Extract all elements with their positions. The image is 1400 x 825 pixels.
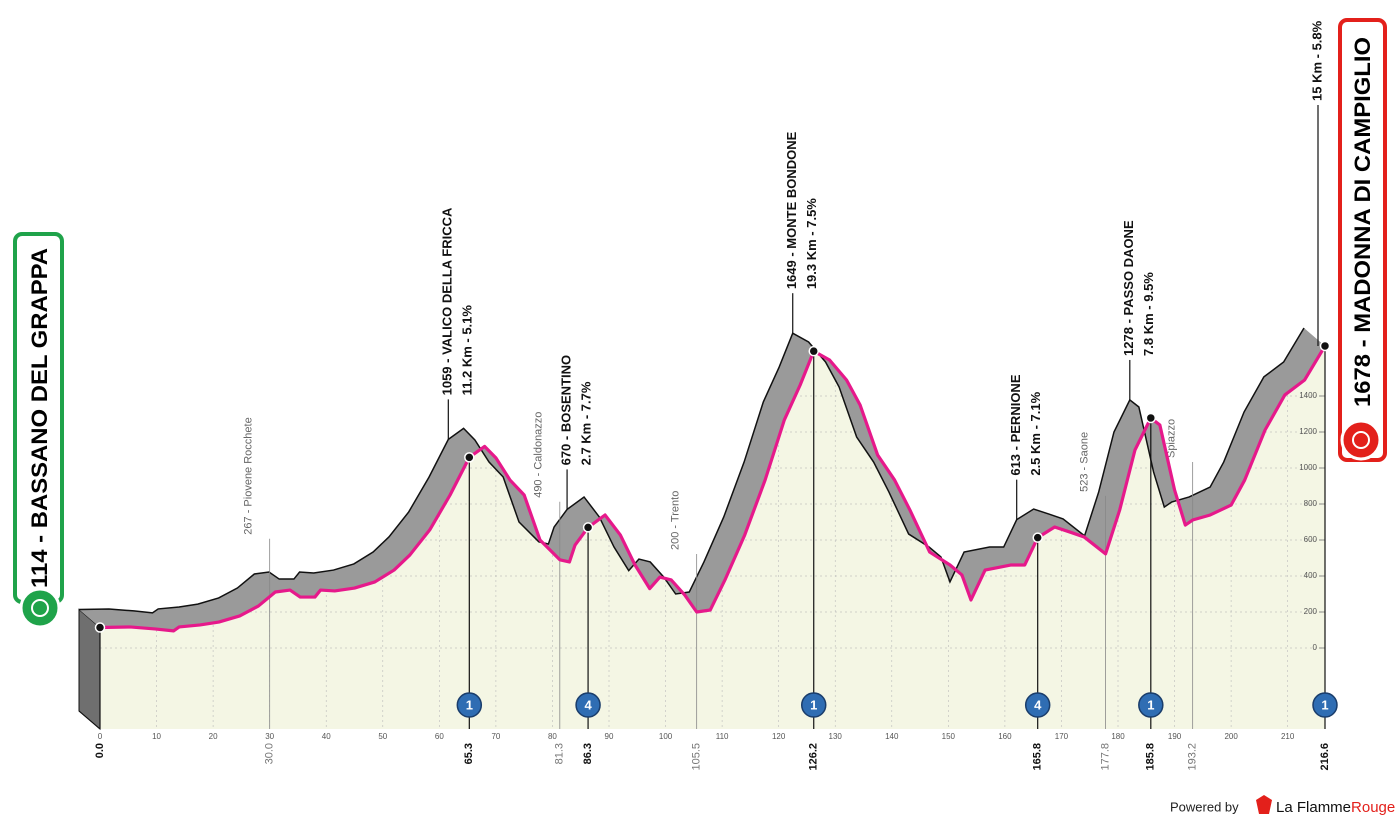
climb-icon bbox=[1138, 692, 1164, 718]
brand: La FlammeRouge bbox=[1276, 799, 1395, 816]
x-tick-label: 110 bbox=[716, 732, 729, 741]
y-tick-label: 600 bbox=[1304, 535, 1318, 544]
x-tick-label: 40 bbox=[322, 732, 331, 741]
climb-category: 1 bbox=[1147, 697, 1154, 712]
summit-dot bbox=[808, 345, 819, 357]
x-tick-label: 60 bbox=[435, 732, 444, 741]
brand-icon bbox=[1256, 795, 1272, 814]
x-tick-label: 180 bbox=[1111, 732, 1125, 741]
finish-label: 1678 - MADONNA DI CAMPIGLIO bbox=[1350, 37, 1375, 407]
summit-dot bbox=[582, 522, 594, 533]
climb-category: 1 bbox=[1321, 697, 1328, 712]
x-tick-label: 0 bbox=[98, 732, 103, 741]
profile-line bbox=[99, 345, 1327, 633]
y-tick-label: 1200 bbox=[1299, 427, 1317, 436]
climb-icon bbox=[575, 692, 601, 718]
x-tick-label: 90 bbox=[605, 732, 614, 741]
climb-icon bbox=[1312, 692, 1338, 718]
climb-category: 1 bbox=[466, 697, 473, 712]
waypoint-label: 1278 - PASSO DAONE bbox=[1121, 220, 1136, 356]
y-tick-label: 0 bbox=[1313, 643, 1318, 652]
km-label: 216.6 bbox=[1319, 743, 1331, 771]
waypoint-label: 613 - PERNIONE bbox=[1008, 374, 1023, 475]
waypoint-label: 670 - BOSENTINO bbox=[559, 355, 574, 466]
climb-category: 4 bbox=[584, 697, 592, 712]
profile-fill bbox=[100, 345, 1325, 729]
powered-by: Powered by bbox=[1170, 799, 1239, 814]
x-tick-label: 150 bbox=[942, 732, 956, 741]
x-tick-label: 190 bbox=[1168, 732, 1182, 741]
x-tick-label: 160 bbox=[998, 732, 1012, 741]
km-label: 65.3 bbox=[463, 743, 475, 764]
finish-icon bbox=[1340, 419, 1382, 461]
waypoint-label: 2.5 Km - 7.1% bbox=[1028, 391, 1043, 475]
waypoint-label: 11.2 Km - 5.1% bbox=[460, 305, 475, 396]
km-label: 105.5 bbox=[691, 743, 703, 771]
waypoint-label: 200 - Trento bbox=[670, 491, 682, 550]
profile-band bbox=[79, 327, 1325, 631]
x-tick-label: 140 bbox=[885, 732, 899, 741]
summit-dot bbox=[1032, 532, 1043, 543]
waypoint-label: 2.7 Km - 7.7% bbox=[579, 381, 594, 465]
km-label: 81.3 bbox=[554, 743, 566, 764]
summit-dot bbox=[1145, 412, 1157, 424]
climb-icon bbox=[1024, 692, 1051, 718]
start-icon-glyph bbox=[31, 599, 49, 617]
start-icon bbox=[19, 587, 61, 629]
waypoint-label: 19.3 Km - 7.5% bbox=[804, 198, 819, 289]
climb-icon bbox=[800, 692, 827, 718]
plot: 0 10 20 30 40 50 60 70 80 90 100 110 120 130 140 150 160… bbox=[78, 20, 1338, 771]
km-label: 0.0 bbox=[94, 743, 106, 758]
x-tick-label: 70 bbox=[491, 732, 500, 741]
x-tick-label: 120 bbox=[772, 732, 786, 741]
x-tick-label: 130 bbox=[829, 732, 843, 741]
y-tick-label: 400 bbox=[1304, 571, 1318, 580]
km-label: 30.0 bbox=[264, 743, 276, 764]
waypoint-label: 490 - Caldonazzo bbox=[533, 412, 545, 498]
x-tick-label: 210 bbox=[1281, 732, 1295, 741]
base-line bbox=[78, 710, 101, 730]
km-label: 126.2 bbox=[808, 743, 820, 771]
summit-dot bbox=[464, 452, 475, 463]
waypoint-label: 267 - Piovene Rocchete bbox=[243, 417, 255, 534]
finish-icon-glyph bbox=[1352, 431, 1370, 449]
y-tick-label: 200 bbox=[1304, 607, 1318, 616]
summit-dot bbox=[1319, 340, 1331, 352]
y-tick-label: 800 bbox=[1304, 499, 1318, 508]
x-tick-label: 20 bbox=[209, 732, 218, 741]
x-tick-label: 100 bbox=[659, 732, 673, 741]
summit-dot bbox=[94, 622, 106, 633]
y-tick-label: 1000 bbox=[1299, 463, 1317, 472]
waypoint-label: 7.8 Km - 9.5% bbox=[1141, 272, 1156, 356]
km-label: 193.2 bbox=[1187, 743, 1199, 771]
waypoint-label: 1059 - VALICO DELLA FRICCA bbox=[440, 207, 455, 395]
waypoint-label: 1649 - MONTE BONDONE bbox=[784, 131, 799, 289]
km-label: 165.8 bbox=[1032, 743, 1044, 771]
km-label: 185.8 bbox=[1145, 743, 1157, 771]
climb-category: 4 bbox=[1034, 697, 1042, 712]
brand-b: Rouge bbox=[1351, 799, 1395, 816]
x-tick-label: 50 bbox=[378, 732, 387, 741]
brand-a: La Flamme bbox=[1276, 799, 1351, 816]
km-label: 86.3 bbox=[582, 743, 594, 764]
x-tick-label: 200 bbox=[1224, 732, 1238, 741]
x-tick-label: 80 bbox=[548, 732, 557, 741]
x-tick-label: 10 bbox=[152, 732, 161, 741]
y-tick-label: 1400 bbox=[1299, 391, 1317, 400]
finish-climb: 15 Km - 5.8% bbox=[1309, 20, 1324, 101]
x-tick-label: 30 bbox=[265, 732, 274, 741]
climb-icon bbox=[456, 692, 483, 718]
climb-category: 1 bbox=[810, 697, 817, 712]
x-tick-label: 170 bbox=[1055, 732, 1069, 741]
start-label: 114 - BASSANO DEL GRAPPA bbox=[27, 248, 52, 588]
waypoint-label: 523 - Saone bbox=[1078, 432, 1090, 492]
km-label: 177.8 bbox=[1099, 743, 1111, 771]
waypoint-label: Spiazzo bbox=[1166, 419, 1178, 458]
